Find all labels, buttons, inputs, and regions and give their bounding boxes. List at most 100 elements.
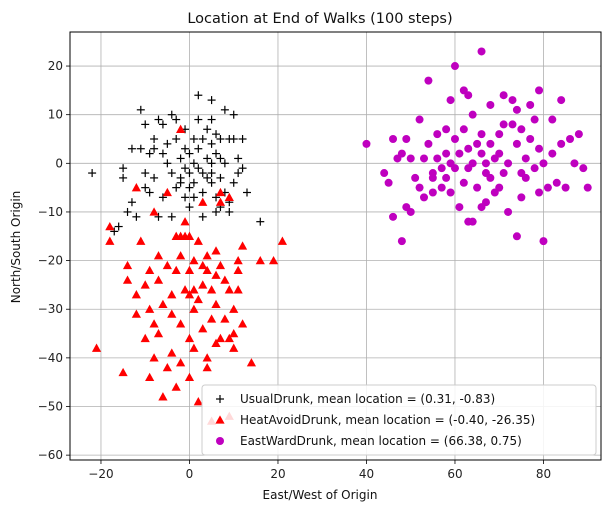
series-1-point <box>211 338 221 347</box>
series-1-point <box>229 304 239 313</box>
series-0-point <box>220 105 229 114</box>
series-2-point <box>459 178 468 187</box>
series-0-point <box>145 149 154 158</box>
legend: UsualDrunk, mean location = (0.31, -0.83… <box>201 384 597 456</box>
series-1-point <box>189 285 199 294</box>
series-2-point <box>402 135 411 143</box>
series-0-point <box>154 212 163 221</box>
series-0-point <box>229 110 238 119</box>
series-1-point <box>149 353 159 362</box>
series-0-point <box>212 149 221 158</box>
series-0-point <box>194 164 203 173</box>
legend-marker-0 <box>216 395 224 403</box>
series-2-point <box>424 139 433 148</box>
series-0-point <box>185 203 194 212</box>
series-0-point <box>216 135 225 143</box>
series-2-point <box>442 173 451 182</box>
plot-frame <box>69 31 602 461</box>
series-1-point <box>224 333 234 343</box>
series-1-point <box>131 309 141 318</box>
series-1-point <box>176 251 186 260</box>
series-1-point <box>167 290 177 299</box>
series-1-point <box>153 251 164 260</box>
series-1-point <box>184 333 195 343</box>
series-1-point <box>105 221 115 231</box>
legend-marker-1 <box>215 415 225 424</box>
series-0-point <box>172 115 181 124</box>
series-0-point <box>185 169 194 178</box>
series-0-point <box>207 96 216 105</box>
series-1-point <box>149 207 159 216</box>
series-0-point <box>212 207 221 216</box>
series-0-point <box>141 183 150 192</box>
series-0-point <box>150 135 159 143</box>
series-0-point <box>163 139 172 148</box>
series-1-point <box>145 304 155 313</box>
series-1-point <box>211 270 221 279</box>
series-0-point <box>194 144 203 153</box>
series-1-point <box>215 333 226 343</box>
series-1-point <box>140 333 150 343</box>
series-1-point <box>189 343 199 352</box>
series-0-point <box>203 125 212 134</box>
ticks-layer: −20 0 20 40 60 80 −60 −50 −40 −30 −20 −10 0 10 20 <box>38 59 551 481</box>
series-1-point <box>233 255 243 265</box>
y-tick-label: −30 <box>38 302 63 316</box>
series-2-point <box>486 139 495 148</box>
series-1-point <box>211 299 221 309</box>
series-0-point <box>163 159 172 168</box>
series-1-point <box>145 372 155 381</box>
series-1-point <box>153 275 164 284</box>
series-1-point <box>131 183 141 192</box>
series-0-point <box>225 207 234 216</box>
series-0-point <box>207 169 216 178</box>
series-1-point <box>91 343 102 352</box>
series-1-point <box>246 358 257 367</box>
chart-title: Location at End of Walks (100 steps) <box>187 11 452 27</box>
series-2-point <box>535 188 544 197</box>
series-2-point <box>539 237 548 246</box>
series-2-point <box>499 120 508 129</box>
series-0-point <box>88 169 97 178</box>
series-2-point <box>473 139 482 148</box>
series-2-point <box>512 232 521 241</box>
series-2-point <box>570 159 579 168</box>
series-1-point <box>193 397 203 406</box>
series-0-point <box>185 149 194 158</box>
series-2-point <box>583 183 592 192</box>
series-0-point <box>132 212 141 221</box>
y-axis-label: North/South Origin <box>9 191 23 304</box>
series-2-point <box>406 207 415 216</box>
series-1-point <box>198 324 208 333</box>
series-1-point <box>233 285 243 294</box>
y-tick-label: −60 <box>38 448 63 462</box>
series-2-point <box>411 173 420 182</box>
series-0-point <box>229 178 238 187</box>
series-1-point <box>202 265 212 274</box>
series-2-point <box>517 169 526 178</box>
series-2-point <box>406 154 415 163</box>
series-2-point <box>548 115 557 124</box>
series-0-point <box>150 173 159 182</box>
series-0-point <box>198 212 207 221</box>
series-0-point <box>229 135 238 143</box>
series-0-point <box>189 135 198 143</box>
series-0-point <box>189 159 198 168</box>
series-0-point <box>189 193 198 202</box>
series-1-point <box>162 260 172 270</box>
series-1-point <box>153 328 164 338</box>
series-2-point <box>477 149 486 158</box>
series-2-point <box>490 188 499 197</box>
series-2-point <box>574 130 583 139</box>
x-axis-label: East/West of Origin <box>263 488 378 502</box>
series-1-point <box>198 197 208 206</box>
series-1-point <box>207 314 217 323</box>
series-0-point <box>181 144 190 153</box>
series-0-point <box>114 222 123 231</box>
series-2-point <box>508 120 517 129</box>
series-1-point <box>122 260 133 270</box>
series-2-point <box>389 135 398 143</box>
series-1-point <box>140 280 150 289</box>
series-1-point <box>118 367 128 377</box>
series-1-point <box>184 265 195 274</box>
